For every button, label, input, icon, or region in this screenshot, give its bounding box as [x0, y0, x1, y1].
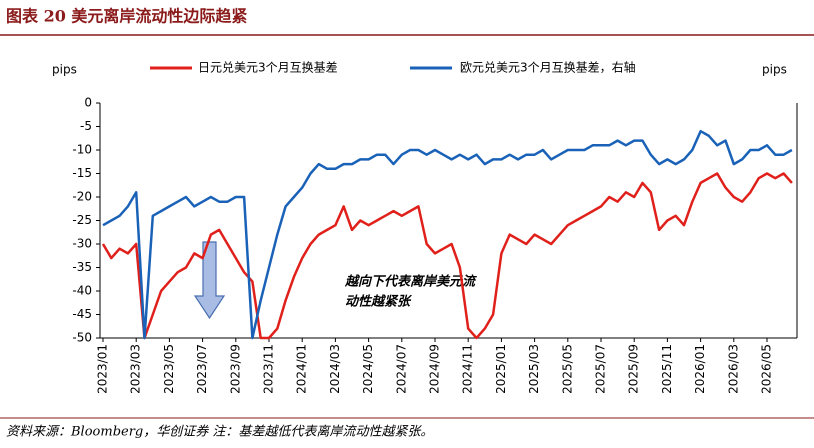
x-tick-label: 2024/01: [295, 344, 309, 394]
x-tick-label: 2023/09: [228, 344, 242, 394]
y-tick-label: -40: [72, 284, 92, 298]
x-tick-label: 2025/07: [594, 344, 608, 394]
x-tick-label: 2026/03: [726, 344, 740, 394]
annotation: 越向下代表离岸美元流: [344, 274, 477, 290]
x-tick-label: 2026/01: [693, 344, 707, 394]
y-tick-label: -25: [72, 213, 92, 227]
x-tick-label: 2023/11: [262, 344, 276, 394]
x-tick-label: 2025/03: [527, 344, 541, 394]
y-tick-label: -35: [72, 260, 92, 274]
x-tick-label: 2024/07: [394, 344, 408, 394]
y2-axis-label: pips: [762, 63, 787, 77]
x-tick-label: 2024/11: [461, 344, 475, 394]
x-tick-label: 2025/09: [627, 344, 641, 394]
y-tick-label: -20: [72, 190, 92, 204]
x-tick-label: 2023/07: [195, 344, 209, 394]
y-tick-label: -15: [72, 166, 92, 180]
y-tick-label: -30: [72, 237, 92, 251]
x-tick-label: 2023/05: [162, 344, 176, 394]
y-tick-label: -50: [72, 331, 92, 345]
x-tick-label: 2025/11: [660, 344, 674, 394]
x-tick-label: 2025/01: [494, 344, 508, 394]
x-tick-label: 2024/09: [428, 344, 442, 394]
legend-label: 欧元兑美元3个月互换基差，右轴: [460, 60, 636, 75]
header-title: 图表 20 美元离岸流动性边际趋紧: [6, 7, 247, 26]
series-line: [101, 172, 793, 340]
series-line: [102, 129, 793, 340]
y-tick-label: -10: [72, 143, 92, 157]
x-tick-label: 2023/03: [129, 344, 143, 394]
x-tick-label: 2024/05: [361, 344, 375, 394]
x-tick-label: 2026/05: [760, 344, 774, 394]
annotation: 动性越紧张: [345, 294, 412, 310]
x-tick-label: 2024/03: [328, 344, 342, 394]
y-tick-label: -45: [72, 307, 92, 321]
y-axis-label: pips: [52, 63, 77, 77]
footer-source: 资料来源：Bloomberg，华创证券 注：基差越低代表离岸流动性越紧张。: [6, 424, 433, 440]
down-arrow: [193, 241, 226, 320]
legend-label: 日元兑美元3个月互换基差: [198, 61, 338, 75]
y-tick-label: -5: [80, 119, 92, 133]
x-tick-label: 2025/05: [560, 344, 574, 394]
y-tick-label: 0: [84, 96, 92, 110]
x-tick-label: 2023/01: [96, 344, 110, 394]
